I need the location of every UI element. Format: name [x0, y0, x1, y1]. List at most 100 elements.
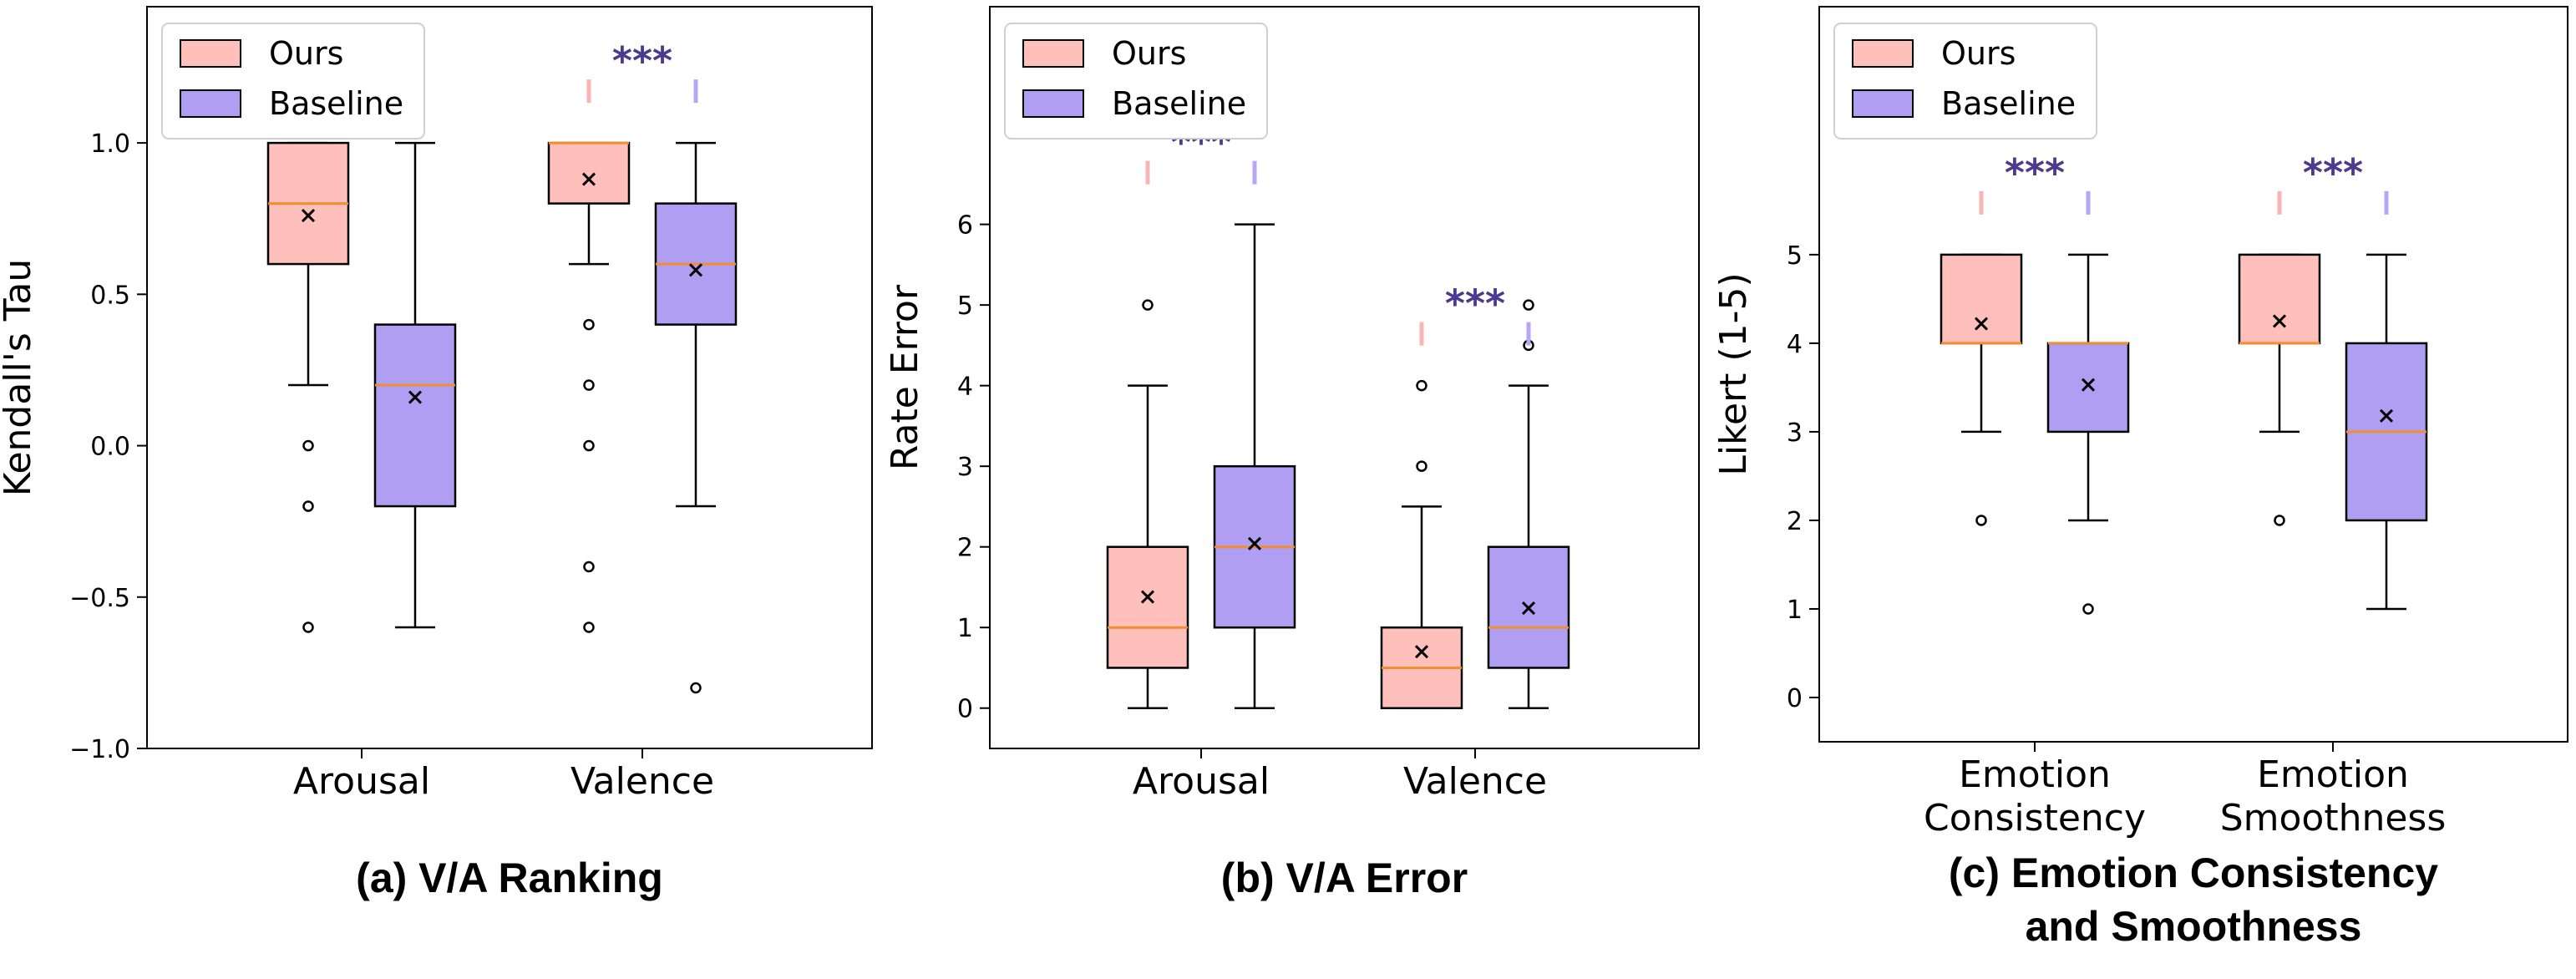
- y-tick-label: 2: [957, 534, 973, 563]
- y-tick-label: −0.5: [69, 584, 130, 613]
- x-tick-label: Smoothness: [2220, 797, 2447, 840]
- mean-stroke: [581, 172, 596, 186]
- box-body: [547, 141, 631, 205]
- subfigure-caption: (c) Emotion Consistency and Smoothness: [1949, 850, 2438, 950]
- outlier-point: [583, 379, 595, 391]
- x-tick-label: Valence: [1403, 760, 1547, 803]
- y-tick-label: 0: [957, 695, 973, 724]
- mean-stroke: [2379, 408, 2394, 423]
- mean-stroke: [301, 209, 316, 223]
- mean-marker: [1414, 645, 1429, 659]
- chart-panel-1: −1.0 −0.5 0.0 0.5 1.0 Kendall's Tau Arousal Val…: [0, 6, 873, 901]
- legend-label-baseline: Baseline: [1112, 85, 1246, 122]
- legend-swatch-baseline: [180, 89, 241, 118]
- significance-bracket: ***: [586, 38, 698, 104]
- box-ours: [2238, 253, 2321, 526]
- box-ours: [1380, 379, 1463, 709]
- y-tick-label: 1.0: [90, 129, 130, 159]
- y-tick-label: −1.0: [69, 735, 130, 764]
- y-axis-label: Kendall's Tau: [0, 259, 39, 496]
- legend-label-baseline: Baseline: [269, 85, 403, 122]
- mean-stroke: [2081, 378, 2096, 392]
- mean-stroke: [688, 263, 703, 277]
- subfigure-caption: (a) V/A Ranking: [356, 855, 663, 901]
- y-tick-label: 4: [957, 373, 973, 402]
- mean-marker: [1140, 590, 1155, 604]
- outlier-point: [302, 621, 314, 633]
- box-body: [2046, 342, 2130, 434]
- mean-marker: [2272, 314, 2287, 328]
- mean-stroke: [2272, 314, 2287, 328]
- mean-marker: [1974, 317, 1989, 331]
- legend-swatch-ours: [1022, 39, 1084, 68]
- mean-marker: [2081, 378, 2096, 392]
- legend: Ours Baseline: [1004, 23, 1268, 139]
- x-tick-label: Emotion: [2257, 753, 2409, 796]
- legend-label-ours: Ours: [1941, 35, 2016, 72]
- significance-bracket: ***: [1979, 150, 2091, 215]
- y-axis-label: Likert (1-5): [1712, 272, 1755, 475]
- legend-swatch-baseline: [1022, 89, 1084, 118]
- outlier-point: [1975, 515, 1987, 526]
- box-baseline: [654, 141, 738, 694]
- y-tick-label: 1: [957, 614, 973, 643]
- x-tick-label: Arousal: [1133, 760, 1270, 803]
- mean-marker: [688, 263, 703, 277]
- box-body: [2238, 253, 2321, 345]
- outlier-point: [1416, 460, 1427, 472]
- significance-stars: ***: [612, 38, 672, 84]
- significance-stars: ***: [2005, 150, 2065, 195]
- box-body: [373, 323, 457, 508]
- y-axis-label: Rate Error: [884, 284, 926, 470]
- y-tick-label: 5: [957, 292, 973, 321]
- mean-stroke: [1974, 317, 1989, 331]
- box-ours: [547, 141, 631, 633]
- y-tick-label: 2: [1787, 507, 1803, 536]
- y-tick-label: 0.0: [90, 433, 130, 462]
- outlier-point: [583, 621, 595, 633]
- x-tick-label: Consistency: [1924, 797, 2146, 840]
- subfigure-caption: (b) V/A Error: [1221, 855, 1468, 901]
- mean-stroke: [408, 390, 423, 404]
- y-tick-label: 1: [1787, 596, 1803, 625]
- box-baseline: [373, 141, 457, 629]
- box-baseline: [2046, 253, 2130, 615]
- significance-stars: ***: [1445, 282, 1505, 327]
- box-baseline: [1487, 299, 1570, 709]
- mean-marker: [581, 172, 596, 186]
- outlier-point: [583, 439, 595, 452]
- mean-marker: [408, 390, 423, 404]
- box-ours: [1106, 299, 1189, 709]
- x-tick-label: Emotion: [1959, 753, 2111, 796]
- significance-bracket: ***: [2277, 150, 2389, 215]
- outlier-point: [302, 439, 314, 452]
- y-tick-label: 5: [1787, 241, 1803, 271]
- x-tick-label: Valence: [570, 760, 714, 803]
- box-baseline: [1213, 223, 1296, 709]
- box-ours: [266, 141, 350, 633]
- box-body: [1940, 253, 2023, 345]
- plot-frame: [146, 6, 873, 749]
- box-body: [1106, 545, 1189, 669]
- mean-marker: [301, 209, 316, 223]
- legend-swatch-baseline: [1852, 89, 1914, 118]
- legend: Ours Baseline: [161, 23, 425, 139]
- outlier-point: [302, 500, 314, 512]
- significance-stars: ***: [2303, 150, 2363, 195]
- legend-label-baseline: Baseline: [1941, 85, 2076, 122]
- legend-label-ours: Ours: [1112, 35, 1186, 72]
- y-tick-label: 0: [1787, 684, 1803, 713]
- outlier-point: [2082, 603, 2094, 615]
- legend-swatch-ours: [180, 39, 241, 68]
- x-tick-label: Arousal: [293, 760, 430, 803]
- significance-bracket: ***: [1419, 282, 1531, 346]
- y-tick-label: 6: [957, 211, 973, 241]
- mean-marker: [1521, 601, 1536, 616]
- legend-label-ours: Ours: [269, 35, 343, 72]
- y-tick-label: 4: [1787, 330, 1803, 359]
- box-ours: [1940, 253, 2023, 526]
- caption-line: (c) Emotion Consistency: [1949, 850, 2438, 896]
- mean-stroke: [1247, 536, 1262, 550]
